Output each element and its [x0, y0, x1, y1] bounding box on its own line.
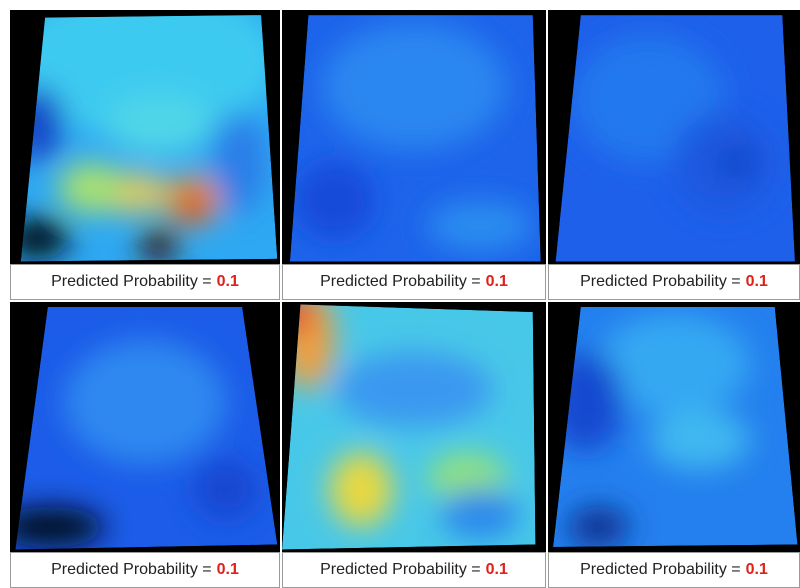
heatmap-image	[548, 302, 800, 552]
panel: Predicted Probability = 0.1	[282, 302, 546, 588]
heat-blob	[213, 112, 267, 214]
caption: Predicted Probability = 0.1	[10, 552, 280, 588]
heatmap	[556, 15, 795, 261]
caption-text: Predicted Probability =	[320, 273, 481, 291]
heat-blob	[649, 410, 750, 470]
caption-text: Predicted Probability =	[51, 561, 212, 579]
heat-blob	[140, 228, 178, 264]
heat-blob	[59, 162, 124, 213]
panel: Predicted Probability = 0.1	[282, 10, 546, 300]
heatmap	[290, 15, 541, 261]
heat-blob	[322, 23, 507, 150]
caption: Predicted Probability = 0.1	[10, 264, 280, 300]
probability-value: 0.1	[746, 273, 768, 291]
caption-text: Predicted Probability =	[320, 561, 481, 579]
heat-blob	[335, 352, 493, 427]
probability-value: 0.1	[217, 273, 239, 291]
heatmap-image	[548, 10, 800, 264]
probability-value: 0.1	[486, 561, 508, 579]
panel: Predicted Probability = 0.1	[10, 302, 280, 588]
heat-blob	[330, 452, 393, 527]
heatmap-image	[282, 10, 546, 264]
caption-text: Predicted Probability =	[51, 273, 212, 291]
heat-blob	[722, 147, 752, 177]
heat-blob	[105, 94, 213, 155]
heat-blob	[568, 507, 628, 547]
probability-value: 0.1	[217, 561, 239, 579]
caption: Predicted Probability = 0.1	[548, 264, 800, 300]
page: Predicted Probability =0.1Predicted Prob…	[0, 0, 800, 588]
heatmap	[10, 10, 280, 264]
heat-blob	[180, 195, 207, 220]
probability-value: 0.1	[486, 273, 508, 291]
panel: Predicted Probability = 0.1	[548, 10, 800, 300]
caption-text: Predicted Probability =	[580, 273, 741, 291]
panel: Predicted Probability = 0.1	[10, 10, 280, 300]
probability-value: 0.1	[746, 561, 768, 579]
heat-blob	[295, 162, 374, 238]
caption: Predicted Probability = 0.1	[548, 552, 800, 588]
heatmap	[10, 307, 277, 550]
heat-blob	[194, 460, 259, 520]
heatmap-image	[10, 10, 280, 264]
caption-text: Predicted Probability =	[580, 561, 741, 579]
heat-blob	[64, 340, 226, 465]
heatmap	[548, 307, 797, 547]
caption: Predicted Probability = 0.1	[282, 552, 546, 588]
heatmap-image	[10, 302, 280, 552]
heatmap	[282, 302, 535, 550]
heatmap-image	[282, 302, 546, 552]
heat-blob	[440, 490, 519, 540]
caption: Predicted Probability = 0.1	[282, 264, 546, 300]
panel: Predicted Probability = 0.1	[548, 302, 800, 588]
heat-blob	[427, 201, 533, 252]
